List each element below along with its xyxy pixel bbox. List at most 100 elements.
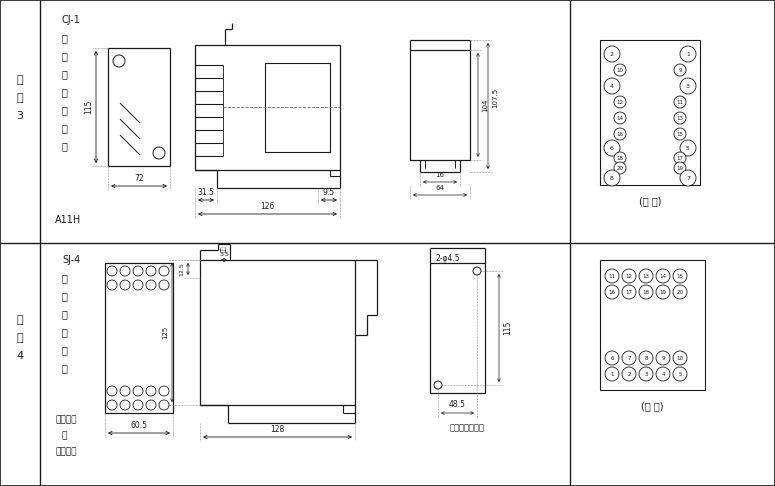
Circle shape xyxy=(656,367,670,381)
Circle shape xyxy=(622,367,636,381)
Text: 104: 104 xyxy=(482,98,488,112)
Text: 128: 128 xyxy=(270,425,284,434)
Text: 5: 5 xyxy=(686,145,690,151)
Text: 3: 3 xyxy=(644,371,648,377)
Circle shape xyxy=(604,46,620,62)
Circle shape xyxy=(614,64,626,76)
Circle shape xyxy=(674,64,686,76)
Text: 1: 1 xyxy=(610,371,614,377)
Bar xyxy=(108,48,170,166)
Text: 板: 板 xyxy=(61,87,67,97)
Circle shape xyxy=(656,285,670,299)
Circle shape xyxy=(674,96,686,108)
Circle shape xyxy=(120,280,130,290)
Text: 60.5: 60.5 xyxy=(130,421,147,430)
Text: 15: 15 xyxy=(677,274,684,278)
Circle shape xyxy=(639,269,653,283)
Text: 17: 17 xyxy=(625,290,632,295)
Text: 后: 后 xyxy=(61,105,67,115)
Circle shape xyxy=(673,351,687,365)
Text: 64: 64 xyxy=(436,185,444,191)
Text: 125: 125 xyxy=(162,326,168,339)
Bar xyxy=(600,40,700,185)
Text: SJ-4: SJ-4 xyxy=(62,255,81,265)
Text: 12: 12 xyxy=(625,274,632,278)
Text: 72: 72 xyxy=(134,174,144,183)
Circle shape xyxy=(622,285,636,299)
Text: 11: 11 xyxy=(608,274,615,278)
Circle shape xyxy=(673,367,687,381)
Text: 17: 17 xyxy=(677,156,684,160)
Text: 20: 20 xyxy=(677,290,684,295)
Circle shape xyxy=(133,266,143,276)
Circle shape xyxy=(473,267,481,275)
Circle shape xyxy=(107,400,117,410)
Circle shape xyxy=(614,162,626,174)
Text: 9: 9 xyxy=(661,355,665,361)
Circle shape xyxy=(159,280,169,290)
Circle shape xyxy=(133,280,143,290)
Text: 7: 7 xyxy=(686,175,690,180)
Text: 5: 5 xyxy=(678,371,682,377)
Circle shape xyxy=(639,351,653,365)
Circle shape xyxy=(605,367,619,381)
Circle shape xyxy=(639,367,653,381)
Text: 16: 16 xyxy=(608,290,615,295)
Circle shape xyxy=(153,147,165,159)
Text: 8: 8 xyxy=(644,355,648,361)
Text: 7: 7 xyxy=(627,355,631,361)
Text: 1: 1 xyxy=(686,52,690,56)
Text: (正 视): (正 视) xyxy=(641,401,663,411)
Bar xyxy=(105,263,173,413)
Bar xyxy=(265,63,330,152)
Text: 接: 接 xyxy=(61,345,67,355)
Text: 14: 14 xyxy=(616,116,624,121)
Text: 螺钉安装: 螺钉安装 xyxy=(55,448,77,456)
Circle shape xyxy=(605,269,619,283)
Circle shape xyxy=(159,266,169,276)
Circle shape xyxy=(146,386,156,396)
Circle shape xyxy=(674,128,686,140)
Text: 2: 2 xyxy=(610,52,614,56)
Circle shape xyxy=(674,152,686,164)
Text: 附: 附 xyxy=(17,75,23,85)
Circle shape xyxy=(622,269,636,283)
Text: A11H: A11H xyxy=(55,215,81,225)
Circle shape xyxy=(680,140,696,156)
Circle shape xyxy=(159,386,169,396)
Text: 4: 4 xyxy=(661,371,665,377)
Circle shape xyxy=(614,128,626,140)
Text: 31.5: 31.5 xyxy=(198,188,215,197)
Text: 图: 图 xyxy=(17,333,23,343)
Text: 线: 线 xyxy=(61,141,67,151)
Text: 13: 13 xyxy=(642,274,649,278)
Circle shape xyxy=(146,400,156,410)
Text: 2-φ4.5: 2-φ4.5 xyxy=(435,254,460,262)
Text: 107.5: 107.5 xyxy=(492,88,498,108)
Circle shape xyxy=(674,162,686,174)
Text: 115: 115 xyxy=(503,321,512,335)
Text: 卡轨安装: 卡轨安装 xyxy=(55,416,77,424)
Text: 出: 出 xyxy=(61,51,67,61)
Text: 2: 2 xyxy=(627,371,631,377)
Circle shape xyxy=(113,55,125,67)
Bar xyxy=(600,260,705,390)
Text: 20: 20 xyxy=(616,166,624,171)
Text: 48.5: 48.5 xyxy=(449,400,466,409)
Bar xyxy=(430,263,485,393)
Text: 3: 3 xyxy=(16,111,23,121)
Text: 14: 14 xyxy=(660,274,666,278)
Circle shape xyxy=(133,386,143,396)
Text: 接: 接 xyxy=(61,123,67,133)
Text: 出: 出 xyxy=(61,291,67,301)
Circle shape xyxy=(639,285,653,299)
Text: 4: 4 xyxy=(16,351,23,361)
Bar xyxy=(195,45,340,170)
Circle shape xyxy=(604,170,620,186)
Text: (背 视): (背 视) xyxy=(639,196,661,206)
Text: CJ-1: CJ-1 xyxy=(62,15,81,25)
Text: 11: 11 xyxy=(677,100,684,104)
Circle shape xyxy=(120,400,130,410)
Text: 13: 13 xyxy=(677,116,684,121)
Circle shape xyxy=(133,400,143,410)
